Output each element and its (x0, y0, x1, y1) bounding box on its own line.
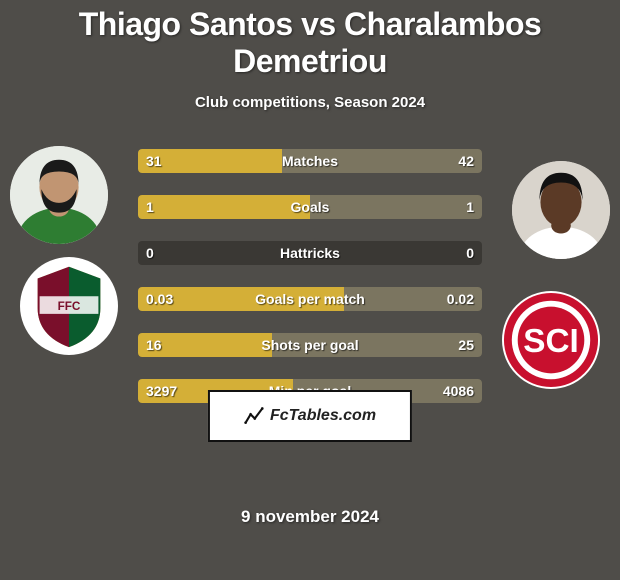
player-right-icon (512, 161, 610, 259)
subtitle: Club competitions, Season 2024 (0, 94, 620, 111)
club-right-crest-icon: SCI (502, 291, 600, 389)
player-right-avatar (512, 161, 610, 259)
stat-label: Matches (138, 149, 482, 173)
club-right-crest: SCI (502, 291, 600, 389)
source-badge-text: FcTables.com (270, 407, 376, 425)
svg-text:FFC: FFC (58, 300, 81, 313)
club-left-crest: FFC (20, 257, 118, 355)
stat-label: Hattricks (138, 241, 482, 265)
stat-label: Goals (138, 195, 482, 219)
stat-row: 00Hattricks (138, 241, 482, 265)
stat-row: 0.030.02Goals per match (138, 287, 482, 311)
stat-label: Goals per match (138, 287, 482, 311)
stats-bars: 3142Matches 11Goals 00Hattricks 0.030.02Goa… (138, 149, 482, 425)
stat-row: 3142Matches (138, 149, 482, 173)
page-title: Thiago Santos vs Charalambos Demetriou (0, 0, 620, 80)
player-left-avatar (10, 146, 108, 244)
date-label: 9 november 2024 (0, 507, 620, 527)
stat-label: Shots per goal (138, 333, 482, 357)
stat-row: 11Goals (138, 195, 482, 219)
player-left-icon (10, 146, 108, 244)
chart-icon (244, 406, 264, 426)
svg-text:SCI: SCI (523, 323, 579, 360)
stat-row: 1625Shots per goal (138, 333, 482, 357)
club-left-crest-icon: FFC (20, 257, 118, 355)
source-badge: FcTables.com (208, 390, 412, 442)
